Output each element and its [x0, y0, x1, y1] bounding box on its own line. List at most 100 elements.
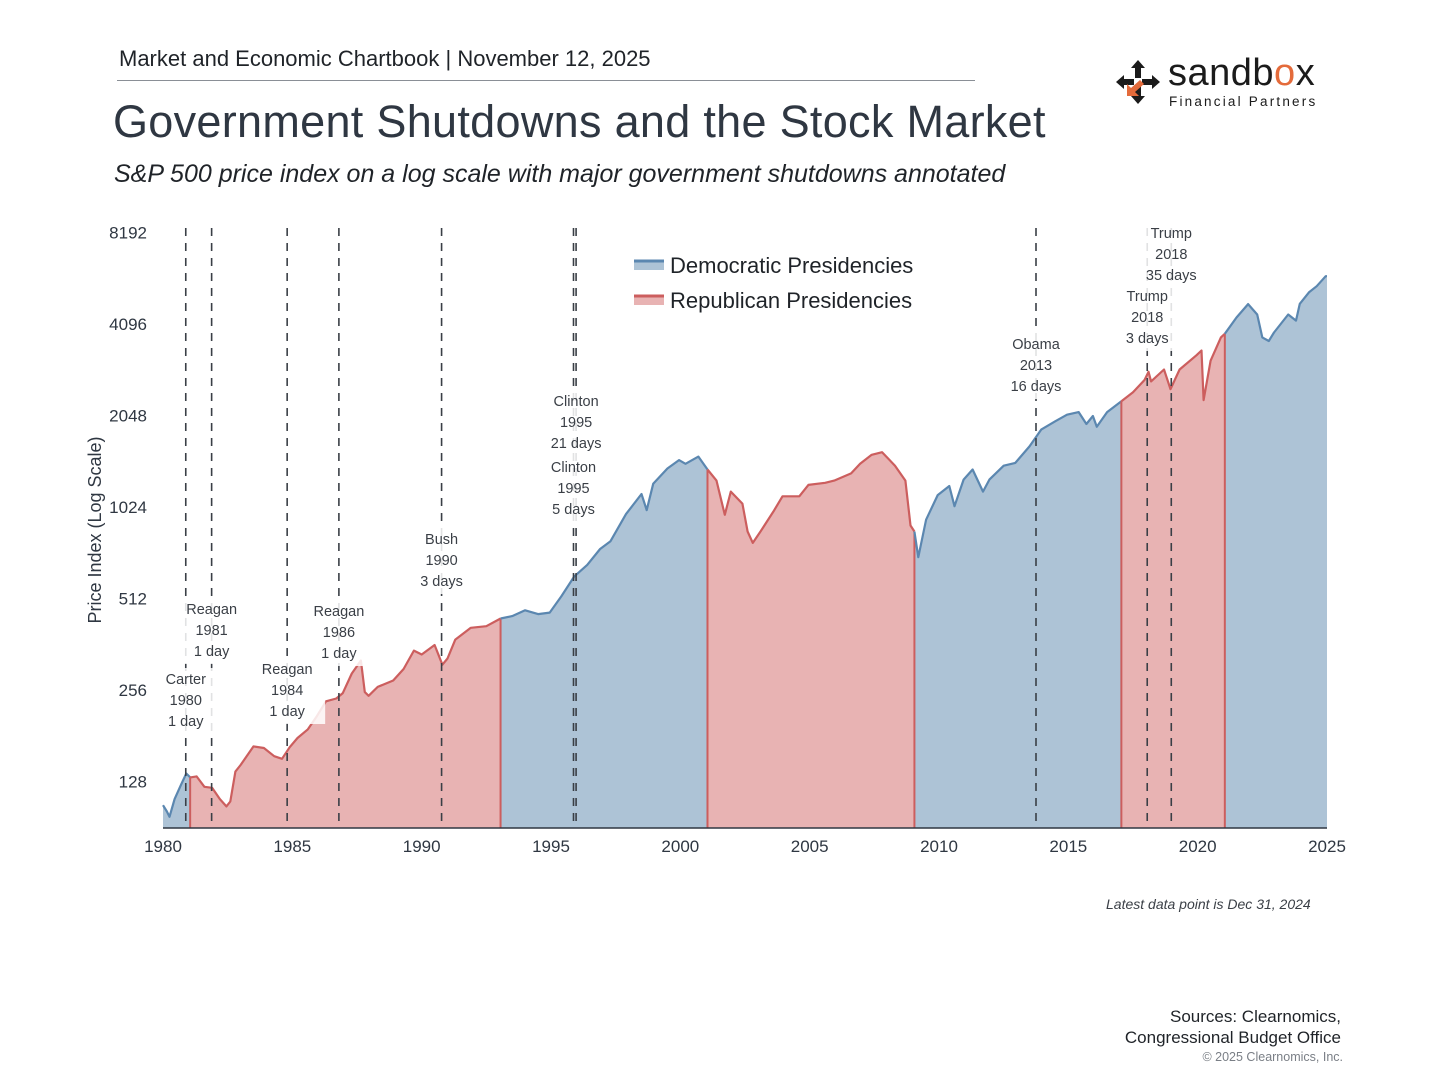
chart-subtitle: S&P 500 price index on a log scale with …	[114, 160, 1006, 188]
y-tick-label: 4096	[109, 315, 147, 334]
latest-data-note: Latest data point is Dec 31, 2024	[1106, 896, 1311, 912]
annotation-text: 1995	[557, 481, 589, 497]
x-tick-label: 2020	[1179, 837, 1217, 856]
annotation-text: Trump	[1127, 289, 1168, 305]
sources-line-2: Congressional Budget Office	[1124, 1028, 1341, 1047]
y-tick-label: 1024	[109, 498, 147, 517]
shutdown-annotations: Carter 1980 1 day Reagan 1981 1 day Reagan 1984…	[147, 222, 1210, 734]
annotation-text: Reagan	[262, 662, 313, 678]
annotation-backdrop	[538, 390, 615, 456]
logo-wordmark-accent: o	[1274, 52, 1296, 94]
annotation-backdrop	[300, 600, 377, 666]
annotation-text: 1 day	[269, 704, 305, 720]
annotation-text: Reagan	[186, 602, 237, 618]
annotation-text: Clinton	[551, 460, 596, 476]
logo-arrows-icon	[1116, 60, 1160, 104]
legend-label: Democratic Presidencies	[670, 253, 913, 278]
chart-axes: 1980 1985 1990 1995 2000 2005 2010 2015 2020 2025…	[85, 223, 1346, 856]
annotation-backdrop	[403, 528, 480, 594]
presidency-area-0	[163, 773, 191, 828]
shutdown-annotation-9: Trump 2018 35 days	[1133, 222, 1210, 288]
logo-wordmark-suffix: x	[1295, 52, 1316, 94]
presidency-areas	[163, 276, 1327, 828]
annotation-backdrop	[1133, 222, 1210, 288]
sources-note: Sources: Clearnomics, Congressional Budg…	[1125, 1006, 1341, 1048]
annotation-backdrop	[998, 333, 1074, 399]
annotation-text: 16 days	[1011, 379, 1062, 395]
legend-item-1: Republican Presidencies	[634, 288, 912, 313]
annotation-text: 1 day	[194, 644, 230, 660]
legend-swatch	[634, 296, 664, 305]
presidency-area-5	[1121, 333, 1225, 828]
legend-item-0: Democratic Presidencies	[634, 253, 913, 278]
shutdown-annotation-3: Reagan 1986 1 day	[300, 600, 377, 666]
annotation-text: 5 days	[552, 502, 595, 518]
annotation-text: 1990	[425, 553, 457, 569]
annotation-text: Clinton	[554, 394, 599, 410]
price-line-4	[913, 400, 1123, 559]
shutdown-annotation-7: Obama 2013 16 days	[998, 333, 1074, 399]
annotation-backdrop	[147, 668, 224, 734]
shutdown-annotation-2: Reagan 1984 1 day	[249, 658, 326, 724]
logo-wordmark-prefix: sandb	[1168, 52, 1275, 94]
y-axis-label: Price Index (Log Scale)	[85, 436, 105, 623]
shutdown-annotation-4: Bush 1990 3 days	[403, 528, 480, 594]
annotation-text: 2018	[1131, 310, 1163, 326]
annotation-text: Reagan	[313, 604, 364, 620]
annotation-text: 3 days	[1126, 331, 1169, 347]
annotation-text: Obama	[1012, 337, 1060, 353]
chartbook-header: Market and Economic Chartbook | November…	[119, 46, 651, 71]
sources-line-1: Sources: Clearnomics,	[1169, 1007, 1341, 1026]
price-lines	[162, 275, 1327, 828]
presidency-area-6	[1224, 276, 1327, 828]
price-line-2	[500, 455, 709, 620]
price-line-5	[1120, 332, 1226, 403]
shutdown-annotation-8: Trump 2018 3 days	[1109, 285, 1186, 351]
annotation-text: Carter	[166, 672, 206, 688]
price-line-1	[190, 617, 502, 808]
annotation-text: Trump	[1151, 226, 1192, 242]
price-line-6	[1223, 275, 1327, 343]
y-tick-label: 512	[119, 589, 147, 608]
presidency-area-1	[190, 618, 501, 828]
legend-label: Republican Presidencies	[670, 288, 912, 313]
chart-title: Government Shutdowns and the Stock Marke…	[113, 96, 1046, 147]
annotation-text: 1 day	[168, 714, 204, 730]
y-tick-label: 128	[119, 772, 147, 791]
legend-swatch	[634, 261, 664, 270]
annotation-text: 21 days	[551, 436, 602, 452]
y-tick-label: 2048	[109, 406, 147, 425]
copyright-note: © 2025 Clearnomics, Inc.	[1202, 1050, 1343, 1064]
shutdown-annotation-1: Reagan 1981 1 day	[173, 598, 250, 664]
x-tick-label: 2010	[920, 837, 958, 856]
annotation-backdrop	[249, 658, 326, 724]
annotation-text: 1980	[170, 693, 202, 709]
x-tick-label: 2000	[661, 837, 699, 856]
shutdown-annotation-0: Carter 1980 1 day	[147, 668, 224, 734]
annotation-text: 1984	[271, 683, 303, 699]
annotation-text: 1995	[560, 415, 592, 431]
price-line-3	[706, 451, 916, 544]
x-tick-label: 1990	[403, 837, 441, 856]
annotation-backdrop	[535, 456, 612, 522]
annotation-text: 2013	[1020, 358, 1052, 374]
x-tick-label: 2015	[1049, 837, 1087, 856]
logo-subtitle: Financial Partners	[1169, 94, 1318, 109]
y-tick-label: 256	[119, 681, 147, 700]
sandbox-logo: sandbox Financial Partners	[1114, 52, 1334, 116]
presidency-area-3	[707, 452, 915, 828]
x-tick-label: 1985	[273, 837, 311, 856]
presidency-area-2	[500, 456, 708, 828]
annotation-text: Bush	[425, 532, 458, 548]
logo-accent-icon	[1127, 80, 1144, 96]
annotation-text: 1 day	[321, 646, 357, 662]
x-tick-label: 2025	[1308, 837, 1346, 856]
y-tick-label: 8192	[109, 223, 147, 242]
annotation-backdrop	[173, 598, 250, 664]
shutdown-annotation-5: Clinton 1995 5 days	[535, 456, 612, 522]
annotation-text: 35 days	[1146, 268, 1197, 284]
annotation-backdrop	[1109, 285, 1186, 351]
header-divider	[117, 80, 975, 81]
annotation-text: 2018	[1155, 247, 1187, 263]
annotation-text: 1986	[323, 625, 355, 641]
